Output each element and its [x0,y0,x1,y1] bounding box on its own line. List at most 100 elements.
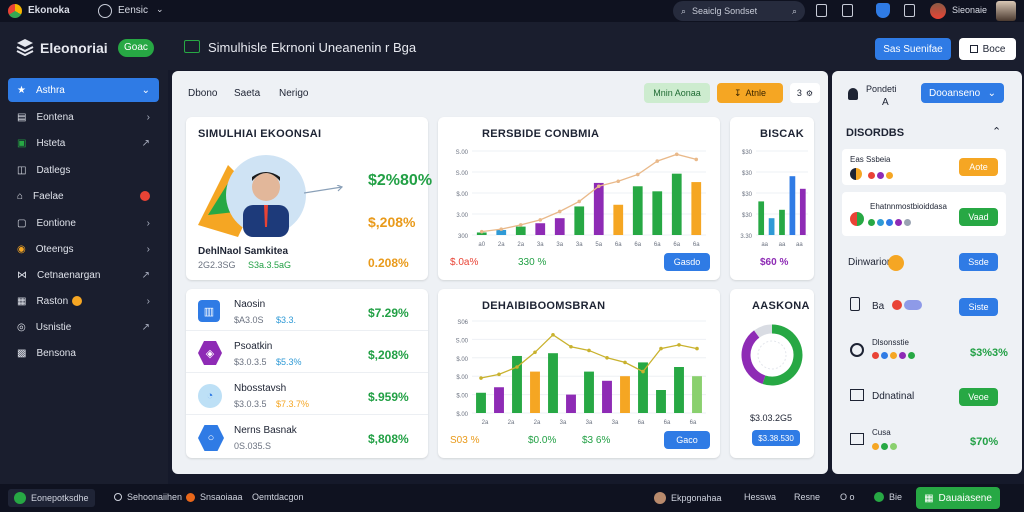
sidebar-item-eontena[interactable]: ▤ Eontena › [8,105,159,129]
footer-item-8[interactable]: O o [840,492,855,502]
search-input[interactable]: ⌕ Seaiclg Sondset ⌕ [673,1,805,21]
x-tick-label: 3a [612,420,619,426]
chevron-down-icon: ⌄ [987,87,996,99]
status-dot [874,492,884,502]
pie-slice [741,330,766,385]
list-item[interactable]: Eas Ssbeia Aote [842,149,1006,185]
chart-bar [692,376,702,413]
y-tick-label: $.00 [456,412,468,418]
x-tick-label: 6a [693,242,700,248]
donut-card-button[interactable]: $3.38.530 [752,430,800,446]
count-value: 3 [796,88,802,98]
user-avatar[interactable] [930,3,946,19]
sort-icon: ↧ [733,87,742,98]
sidebar-item-usnistie[interactable]: ◎ Usnistie ↗ [8,315,159,339]
filter-green-chip[interactable]: Mnin Aonaa [644,83,710,103]
brand-name: Eleonoriai [40,40,108,56]
sidebar-item-label: Usnistie [35,321,72,333]
top-menu[interactable]: Eensic [118,5,149,16]
chart-bar [512,355,522,413]
sidebar-item-hsteta[interactable]: ▣ Hsteta ↗ [8,131,159,155]
toggle[interactable] [904,300,922,310]
list-item[interactable]: ◔ Nbosstavsh $3.0.3.5 $7.3.7% $.959% [186,373,428,415]
footer-item-4[interactable]: Oemtdacgon [252,492,304,502]
notes-icon[interactable] [904,4,915,17]
bar-card-button[interactable]: Gasdo [664,253,710,271]
chart-bar [671,173,682,235]
list-item[interactable]: Ehatnnmostbioiddasa Vaad [842,192,1006,236]
chart-bar [656,390,666,413]
sidebar-item-oteengs[interactable]: ◉ Oteengs › [8,237,159,261]
combo-card-button[interactable]: Gaco [664,431,710,449]
y-tick-label: $.00 [456,375,468,381]
secondary-action-button[interactable]: Boce [959,38,1016,60]
sidebar-item-cetnaenargan[interactable]: ⋈ Cetnaenargan ↗ [8,263,159,287]
search-submit-icon[interactable]: ⌕ [791,5,797,16]
chevron-down-icon[interactable]: ⌄ [156,4,164,14]
footer-item-3[interactable]: Snsaoiaaa [186,492,243,502]
footer-item-2[interactable]: Sehoonaiihen [114,492,182,502]
footer-item-7[interactable]: Resne [794,492,820,502]
sidebar-item-faelae[interactable]: ⌂ Faelae [8,184,159,208]
grid-icon: ▦ [924,492,934,504]
y-tick-label: S.00 [456,338,469,344]
list-item-sub: $3.0.3.5 [234,357,267,367]
row-button[interactable]: Ssde [959,253,998,271]
footer-item-5[interactable]: Ekpgonahaa [654,492,722,504]
chart-bar [535,223,546,235]
trend-line [481,153,697,233]
count-chip[interactable]: 3 ⚙ [790,83,820,103]
sidebar-item-eontione[interactable]: ▢ Eontione › [8,211,159,235]
x-tick-label: 2a [534,420,541,426]
footer-item-9[interactable]: Bie [874,492,902,502]
row-button[interactable]: Veoe [959,388,998,406]
row-button[interactable]: Siste [959,298,998,316]
tab-nerigo[interactable]: Nerigo [279,88,309,99]
profile-footer-title: DehlNaol Samkitea [198,246,289,257]
profile-footer-sub: 2G2.3SG [198,260,236,270]
x-tick-label: 3a [556,242,563,248]
right-dropdown[interactable]: Dooanseno ⌄ [921,83,1004,103]
x-tick-label: a0 [478,242,485,248]
hexagon-icon: ◈ [198,341,222,365]
chevron-right-icon: › [146,295,150,307]
x-tick-label: 2a [498,242,505,248]
sidebar-item-bensona[interactable]: ▩ Bensona [8,341,159,365]
small-bar-chart: $30 $30 $30 $30 3.30 aa aa aa [740,150,808,248]
footer-label: Bie [889,492,903,502]
list-item[interactable]: ◈ Psoatkin $3.0.3.5 $5.3% $,208% [186,331,428,373]
tab-saeta[interactable]: Saeta [234,88,261,99]
trend-point [695,346,699,351]
list-item[interactable]: ▥ Naosin $A3.0S $3.3. $7.29% [186,289,428,331]
row-button[interactable]: Vaad [959,208,998,226]
profile-illustration [198,155,306,237]
profile-photo[interactable] [996,1,1016,21]
trend-point [623,360,627,365]
sidebar-item-datlegs[interactable]: ◫ Datlegs [8,158,159,182]
clipboard-icon[interactable] [842,4,853,17]
arrow-icon: ↗ [141,137,150,149]
chart-bar [789,176,796,235]
sidebar-item-asthra[interactable]: ★ Asthra ⌄ [8,78,159,102]
trend-point [497,372,501,377]
document-icon[interactable] [816,4,827,17]
sidebar-item-raston[interactable]: ▦ Raston › [8,289,159,313]
list-item[interactable]: ○ Nerns Basnak 0S.035.S $,808% [186,415,428,457]
chart-bar [758,201,765,235]
tab-dbono[interactable]: Dbono [188,88,218,99]
shield-icon[interactable] [876,3,890,18]
filter-orange-chip[interactable]: ↧ Atnle [717,83,783,103]
row-button[interactable]: Aote [959,158,998,176]
trend-point [569,344,573,349]
ring-icon [850,343,864,357]
combo-chart-card: DEHAIBIBOOMSBRAN S06 S.00 $.00 $.00 $.00 $.00… [438,289,720,458]
history-icon[interactable] [98,4,112,18]
footer-item-6[interactable]: Hesswa [744,492,776,502]
x-tick-label: aa [761,242,768,248]
primary-action-button[interactable]: Sas Suenifae [875,38,951,60]
footer-cta-button[interactable]: ▦ Dauaiasene [916,487,1000,509]
chevron-up-icon[interactable]: ⌃ [992,126,1002,138]
spreadsheet-icon [184,40,200,53]
footer-item-1[interactable]: Eonepotksdhe [8,489,95,507]
sidebar-item-label: Asthra [35,84,65,96]
